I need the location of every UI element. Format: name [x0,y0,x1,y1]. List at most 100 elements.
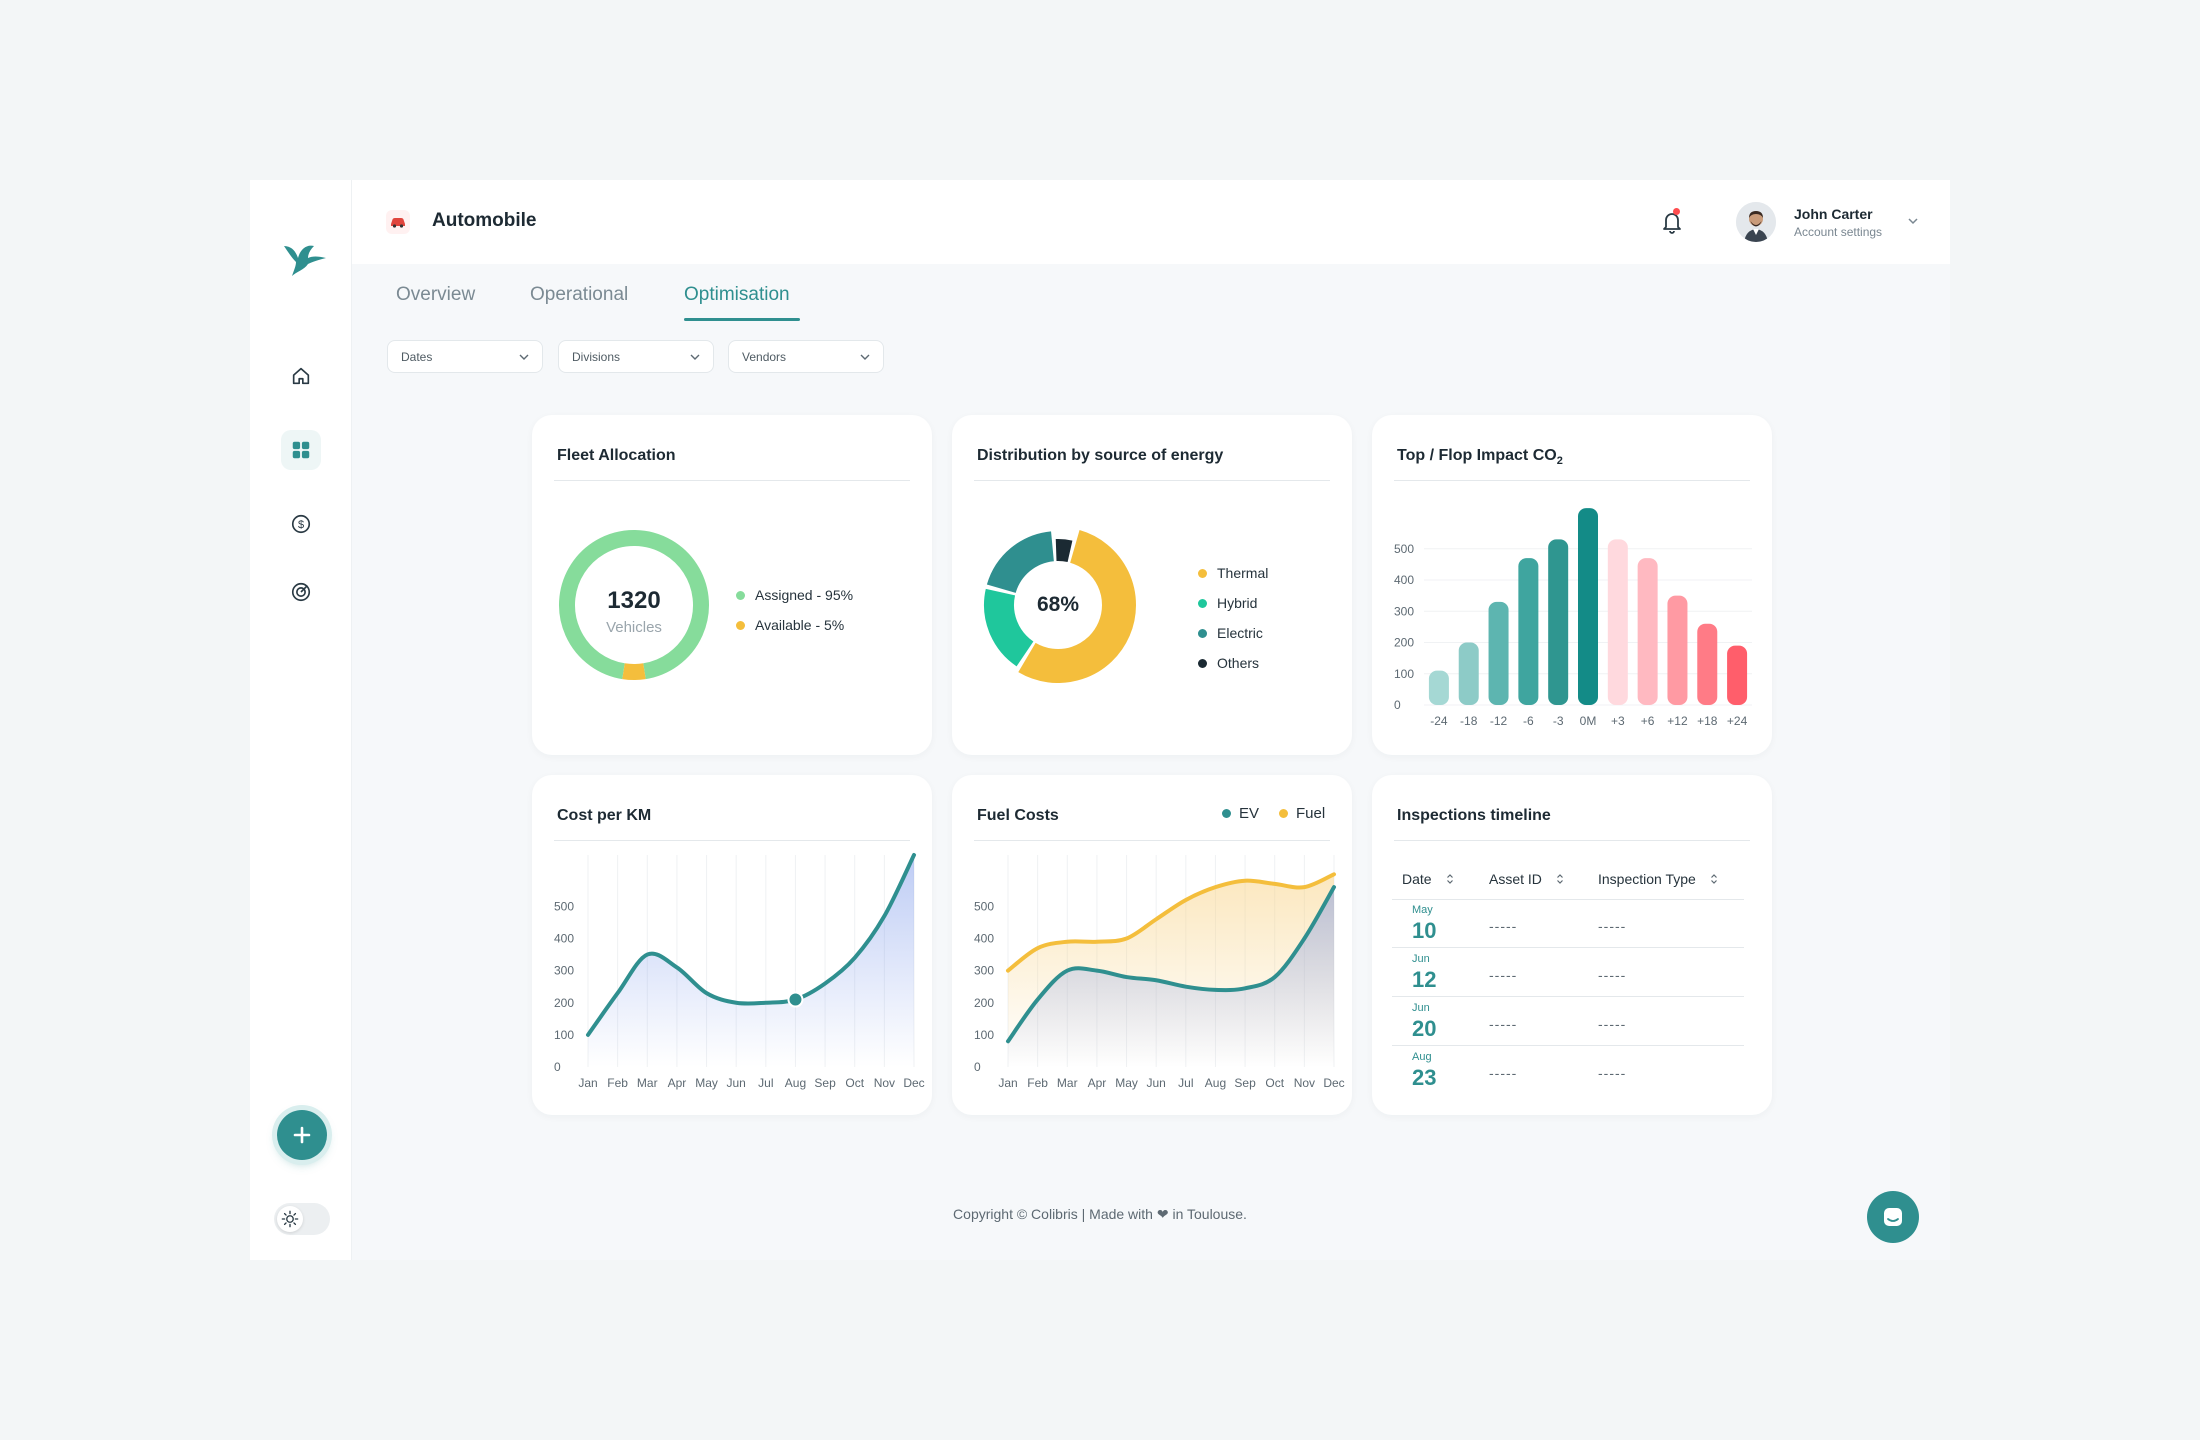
co2-bar[interactable] [1548,539,1569,705]
fleet-slice-available[interactable] [622,663,646,680]
x-tick-label: 0M [1580,714,1597,728]
co2-bar[interactable] [1458,642,1479,706]
column-label: Asset ID [1489,871,1542,887]
vendors-filter[interactable]: Vendors [728,340,884,373]
co2-bar[interactable] [1488,601,1509,705]
y-tick-label: 300 [554,964,574,978]
sort-icon [1556,874,1563,884]
co2-bar[interactable] [1607,539,1628,705]
x-tick-label: Sep [1234,1076,1256,1090]
add-button[interactable] [277,1110,327,1160]
legend-dot [1198,598,1207,608]
co2-bar[interactable] [1428,670,1449,705]
x-tick-label: Jun [1147,1076,1166,1090]
fuel-line[interactable] [1006,872,1336,973]
legend-ev: EV [1222,805,1259,822]
series-area [588,855,914,1067]
row-asset-id: ----- [1489,967,1518,983]
y-tick-label: 400 [1394,573,1414,587]
dates-filter[interactable]: Dates [387,340,543,373]
tab-optimisation[interactable]: Optimisation [684,284,790,305]
nav-dashboard-icon[interactable] [281,430,321,470]
co2-bar[interactable] [1578,508,1598,705]
highlight-point[interactable] [787,991,804,1008]
ev-line[interactable] [1006,885,1336,1044]
divider [554,480,910,481]
table-row[interactable]: Jun 20 ----- ----- [1392,998,1744,1046]
tab-operational[interactable]: Operational [530,284,629,305]
energy-slice-others[interactable] [1055,539,1073,563]
legend-available: Available - 5% [736,617,844,633]
x-tick-label: +6 [1641,714,1655,728]
x-tick-label: Nov [1294,1076,1315,1090]
chat-button[interactable] [1867,1191,1919,1243]
avatar[interactable] [1736,202,1776,242]
y-tick-label: 500 [974,899,994,913]
y-tick-label: 0 [1394,698,1401,712]
legend-others: Others [1198,655,1259,671]
table-row[interactable]: Aug 23 ----- ----- [1392,1047,1744,1095]
x-tick-label: +12 [1667,714,1688,728]
table-header-divider [1392,899,1744,900]
legend-dot [736,620,745,630]
y-tick-label: 200 [974,996,994,1010]
co2-impact-title: Top / Flop Impact CO2 [1397,447,1563,468]
cost-per-km-card: Cost per KM Jan Feb Mar Apr May Jun Jul Aug Sep O… [532,775,932,1115]
column-header-asset-id[interactable]: Asset ID [1489,871,1564,887]
sidebar: $ [250,180,352,1260]
x-tick-label: Jan [998,1076,1017,1090]
chevron-down-icon[interactable] [1906,216,1920,226]
chevron-down-icon [690,354,700,360]
energy-distribution-card: Distribution by source of energy 68% The… [952,415,1352,755]
x-tick-label: -12 [1490,714,1508,728]
fleet-total: 1320 [607,587,661,614]
legend-fuel: Fuel [1279,805,1325,822]
divider [554,840,910,841]
legend-hybrid: Hybrid [1198,595,1257,611]
y-tick-label: 100 [1394,667,1414,681]
row-inspection-type: ----- [1598,1016,1627,1032]
y-tick-label: 400 [554,932,574,946]
column-header-inspection-type[interactable]: Inspection Type [1598,871,1718,887]
nav-finance-icon[interactable]: $ [281,504,321,544]
nav-target-icon[interactable] [281,572,321,612]
row-day: 23 [1412,1065,1437,1090]
series-line[interactable] [586,853,916,1037]
legend-dot [1198,628,1207,638]
fleet-slice-assigned[interactable] [559,530,709,680]
row-month: May [1412,904,1433,916]
x-tick-label: Jul [1178,1076,1193,1090]
divisions-filter[interactable]: Divisions [558,340,714,373]
x-tick-label: Apr [1088,1076,1107,1090]
co2-bar[interactable] [1667,595,1688,705]
x-tick-label: Mar [637,1076,658,1090]
tab-overview[interactable]: Overview [396,284,476,305]
nav-home-icon[interactable] [281,356,321,396]
energy-slice-thermal[interactable] [1018,530,1136,683]
x-tick-label: May [695,1076,718,1090]
legend-label: Others [1217,655,1260,671]
co2-bar[interactable] [1518,558,1539,705]
co2-bar[interactable] [1697,623,1718,705]
user-name[interactable]: John Carter [1794,206,1873,222]
table-row[interactable]: Jun 12 ----- ----- [1392,949,1744,997]
co2-bar[interactable] [1637,558,1658,705]
x-tick-label: Jan [578,1076,597,1090]
divisions-filter-label: Divisions [572,349,621,364]
energy-slice-electric[interactable] [986,531,1055,594]
theme-toggle[interactable] [274,1203,330,1235]
x-tick-label: -6 [1523,714,1534,728]
account-settings-link[interactable]: Account settings [1794,225,1883,239]
legend-label: Fuel [1296,805,1326,822]
legend-label: Assigned - 95% [755,587,854,603]
energy-slice-hybrid[interactable] [984,588,1034,667]
colibri-logo-icon[interactable] [280,232,328,280]
co2-bar-chart: 0 100 200 300 400 500 -24 -18 -12 -6 -3 0M +3 +6 +12 +1… [1394,508,1752,728]
column-header-date[interactable]: Date [1402,871,1454,887]
y-tick-label: 300 [974,964,994,978]
co2-bar[interactable] [1727,645,1748,705]
notification-bell-icon[interactable] [1658,208,1686,236]
vendors-filter-label: Vendors [742,349,787,364]
table-row[interactable]: May 10 ----- ----- [1392,900,1744,948]
energy-donut-chart [984,530,1136,683]
